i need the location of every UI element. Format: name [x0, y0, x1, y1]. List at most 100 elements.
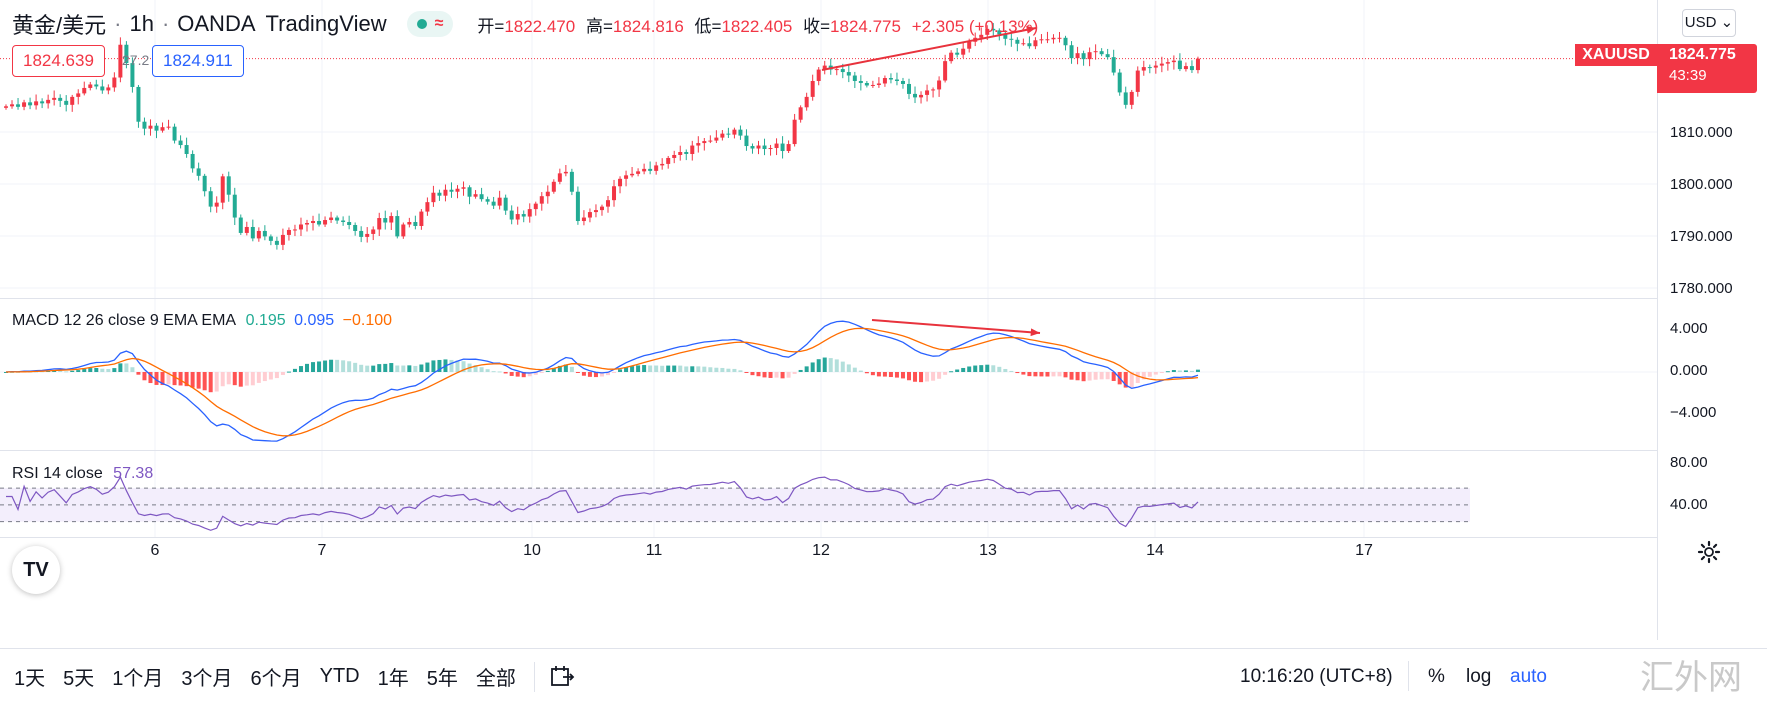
candle-body — [389, 216, 394, 223]
candle-body — [1081, 53, 1086, 60]
pane-divider[interactable] — [0, 450, 1767, 451]
toolbar-divider — [533, 661, 535, 692]
macd-histogram-bar — [834, 359, 839, 372]
watermark: 汇外网 — [1640, 658, 1742, 698]
macd-histogram-bar — [648, 365, 653, 372]
candle-body — [64, 100, 69, 105]
candle-body — [1021, 43, 1026, 45]
range-3m-button[interactable]: 3个月 — [181, 668, 233, 690]
pane-divider[interactable] — [0, 298, 1767, 299]
range-all-button[interactable]: 全部 — [475, 668, 516, 690]
range-5y-button[interactable]: 5年 — [426, 668, 458, 690]
range-ytd-button[interactable]: YTD — [319, 665, 360, 687]
range-1m-button[interactable]: 1个月 — [112, 668, 164, 690]
candle-body — [335, 217, 340, 221]
macd-histogram-bar — [762, 372, 767, 378]
macd-histogram-bar — [666, 365, 671, 372]
candle-body — [1033, 40, 1038, 47]
candle-body — [118, 44, 123, 78]
macd-histogram-bar — [888, 372, 893, 378]
chart-area[interactable] — [0, 0, 1657, 640]
market-open-icon — [416, 19, 427, 29]
clock[interactable]: 10:16:20 (UTC+8) — [1240, 665, 1393, 687]
candle-body — [10, 104, 15, 107]
candle-body — [437, 192, 442, 196]
price-axis[interactable]: 1810.000 1800.000 1790.000 1780.000 4.00… — [1657, 0, 1767, 640]
macd-histogram-bar — [624, 367, 629, 372]
currency-button[interactable]: USD ⌄ — [1682, 9, 1736, 37]
macd-histogram-bar — [1021, 372, 1026, 375]
candle-body — [925, 90, 930, 95]
rsi-value: 57.38 — [113, 465, 154, 482]
macd-histogram-bar — [473, 365, 478, 372]
auto-toggle[interactable]: auto — [1510, 665, 1547, 687]
broker: OANDA — [177, 11, 256, 36]
macd-histogram-bar — [1183, 370, 1188, 372]
range-5d-button[interactable]: 5天 — [63, 668, 95, 690]
macd-histogram-bar — [1153, 372, 1158, 375]
macd-histogram-bar — [323, 360, 328, 372]
macd-histogram-bar — [70, 370, 75, 372]
candle-body — [985, 28, 990, 35]
macd-histogram-bar — [575, 372, 580, 373]
rsi-legend[interactable]: RSI 14 close 57.38 — [12, 465, 153, 483]
candle-body — [768, 148, 773, 150]
log-toggle[interactable]: log — [1466, 665, 1492, 687]
candle-body — [401, 224, 406, 237]
tradingview-logo-icon[interactable]: TV — [12, 546, 60, 594]
percent-toggle[interactable]: % — [1428, 665, 1445, 687]
time-label: 13 — [979, 542, 997, 559]
candle-body — [298, 224, 303, 230]
macd-histogram-bar — [1081, 372, 1086, 382]
candle-body — [292, 229, 297, 231]
candle-body — [286, 229, 291, 235]
goto-date-icon[interactable] — [549, 664, 575, 690]
macd-histogram-bar — [359, 364, 364, 372]
macd-histogram-bar — [172, 372, 177, 386]
candle-body — [1129, 91, 1134, 105]
price-chart[interactable] — [0, 0, 1657, 640]
candle-body — [696, 143, 701, 146]
interval[interactable]: 1h — [129, 11, 154, 36]
range-1y-button[interactable]: 1年 — [377, 668, 409, 690]
macd-histogram-bar — [780, 372, 785, 379]
candle-body — [587, 212, 592, 218]
candle-body — [666, 157, 671, 164]
buy-button[interactable]: 1824.911 — [152, 45, 244, 77]
bottom-toolbar: 1天 5天 1个月 3个月 6个月 YTD 1年 5年 全部 10:16:20 … — [0, 648, 1767, 704]
macd-histogram-bar — [497, 371, 502, 373]
candle-body — [1147, 67, 1152, 69]
macd-histogram-bar — [479, 367, 484, 372]
macd-histogram-bar — [112, 368, 117, 372]
macd-histogram-bar — [593, 372, 598, 378]
sell-button[interactable]: 1824.639 — [12, 45, 105, 77]
range-1d-button[interactable]: 1天 — [14, 668, 46, 690]
candle-body — [943, 61, 948, 81]
candle-body — [1003, 34, 1008, 39]
market-status-pill[interactable]: ≈ — [406, 11, 454, 37]
candle-body — [100, 86, 105, 91]
range-6m-button[interactable]: 6个月 — [250, 668, 302, 690]
macd-histogram-bar — [587, 372, 592, 377]
candle-body — [274, 240, 279, 245]
candle-body — [250, 226, 255, 239]
candle-body — [329, 217, 334, 221]
macd-histogram-bar — [160, 372, 165, 386]
macd-histogram-bar — [732, 368, 737, 372]
candle-body — [913, 93, 918, 98]
macd-histogram-bar — [756, 372, 761, 377]
candle-body — [1105, 54, 1110, 58]
candle-body — [172, 126, 177, 141]
settings-gear-icon[interactable] — [1697, 540, 1721, 564]
candle-body — [1057, 37, 1062, 39]
candle-body — [202, 175, 207, 192]
macd-histogram-bar — [196, 372, 201, 389]
macd-histogram-bar — [1057, 372, 1062, 377]
candle-body — [124, 44, 129, 64]
macd-histogram-bar — [1177, 370, 1182, 372]
candle-body — [900, 80, 905, 84]
candle-body — [34, 101, 39, 106]
macd-legend[interactable]: MACD 12 26 close 9 EMA EMA 0.195 0.095 −… — [12, 312, 392, 330]
candle-body — [1171, 60, 1176, 63]
symbol-name[interactable]: 黄金/美元 — [12, 13, 107, 38]
